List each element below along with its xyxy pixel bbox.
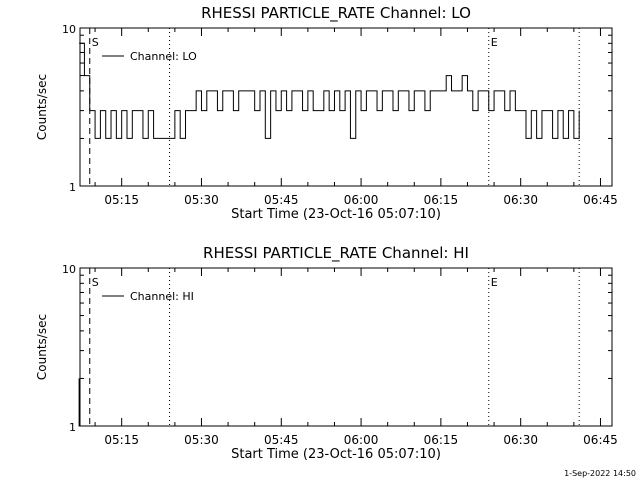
x-tick-label: 06:15 <box>424 433 459 447</box>
legend-label: Channel: HI <box>130 290 194 303</box>
x-tick-label: 05:30 <box>184 193 219 207</box>
y-tick-label: 1 <box>69 421 76 434</box>
x-tick-label: 05:15 <box>104 193 139 207</box>
date-stamp: 1-Sep-2022 14:50 <box>564 469 636 478</box>
x-axis-label: Start Time (23-Oct-16 05:07:10) <box>231 447 441 462</box>
y-axis-label: Counts/sec <box>35 314 49 380</box>
x-tick-label: 05:45 <box>264 193 299 207</box>
x-tick-label: 06:00 <box>344 433 379 447</box>
x-tick-label: 05:30 <box>184 433 219 447</box>
chart-title: RHESSI PARTICLE_RATE Channel: LO <box>201 4 471 23</box>
x-tick-label: 06:30 <box>503 433 538 447</box>
y-tick-label: 10 <box>62 263 76 276</box>
legend-label: Channel: LO <box>130 50 197 63</box>
plot-frame <box>79 267 613 427</box>
y-tick-label: 10 <box>62 23 76 36</box>
x-axis-label: Start Time (23-Oct-16 05:07:10) <box>231 207 441 222</box>
marker-label: E <box>491 276 498 289</box>
marker-label: S <box>92 36 99 49</box>
chart-title: RHESSI PARTICLE_RATE Channel: HI <box>203 244 469 263</box>
y-axis-label: Counts/sec <box>35 74 49 140</box>
hi-channel-panel: RHESSI PARTICLE_RATE Channel: HI 1 10 Count… <box>35 244 618 462</box>
x-tick-label: 06:15 <box>424 193 459 207</box>
series-line <box>79 42 580 139</box>
marker-label: E <box>491 36 498 49</box>
lo-channel-panel: RHESSI PARTICLE_RATE Channel: LO 1 10 Count… <box>35 4 618 222</box>
plot-frame <box>79 27 613 187</box>
x-tick-label: 06:00 <box>344 193 379 207</box>
series-line <box>78 378 85 427</box>
x-tick-label: 06:30 <box>503 193 538 207</box>
x-tick-label: 06:45 <box>583 433 618 447</box>
x-tick-label: 06:45 <box>583 193 618 207</box>
marker-label: S <box>92 276 99 289</box>
y-tick-label: 1 <box>69 181 76 194</box>
x-tick-label: 05:15 <box>104 433 139 447</box>
x-tick-label: 05:45 <box>264 433 299 447</box>
